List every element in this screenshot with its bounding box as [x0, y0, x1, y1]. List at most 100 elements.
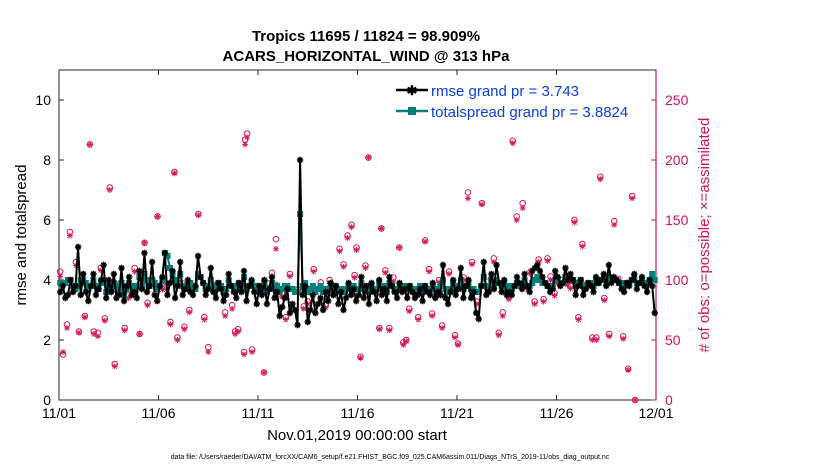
- obs-assimilated-marker: [473, 301, 480, 307]
- obs-assimilated-marker: [439, 325, 446, 331]
- rmse-point: [301, 282, 309, 290]
- rmse-point: [646, 276, 653, 284]
- rmse-point: [620, 288, 628, 296]
- obs-assimilated-marker: [205, 349, 212, 355]
- y-right-tick-label: 100: [665, 272, 689, 288]
- obs-assimilated-marker: [244, 134, 251, 141]
- rmse-point: [353, 297, 360, 305]
- rmse-point: [161, 249, 169, 257]
- rmse-point: [281, 294, 288, 302]
- rmse-point: [442, 294, 449, 302]
- obs-assimilated-marker: [181, 326, 188, 333]
- rmse-point: [569, 276, 577, 284]
- totalspread-point: [113, 283, 120, 289]
- rmse-point: [312, 309, 319, 317]
- legend: ✱ rmse grand pr = 3.743 totalspread gran…: [396, 83, 628, 121]
- rmse-point: [455, 285, 462, 293]
- rmse-point: [294, 321, 301, 329]
- rmse-point: [580, 291, 587, 299]
- obs-assimilated-marker: [531, 301, 538, 307]
- rmse-point: [427, 291, 434, 299]
- rmse-point: [120, 297, 128, 305]
- rmse-point: [406, 282, 414, 290]
- obs-assimilated-marker: [490, 259, 497, 265]
- obs-assimilated-marker: [167, 321, 174, 328]
- rmse-point: [192, 282, 199, 290]
- obs-assimilated-marker: [304, 301, 311, 307]
- rmse-point: [383, 297, 391, 305]
- totalspread-point: [651, 277, 658, 283]
- rmse-point: [245, 282, 253, 290]
- obs-assimilated-marker: [406, 308, 413, 315]
- legend-totalspread-marker: [408, 107, 416, 115]
- obs-assimilated-marker: [513, 217, 520, 223]
- rmse-point: [151, 291, 158, 299]
- rmse-point: [478, 282, 485, 290]
- rmse-point: [470, 288, 477, 296]
- rmse-point: [215, 279, 222, 287]
- rmse-point: [273, 288, 281, 296]
- obs-assimilated-marker: [620, 335, 627, 342]
- rmse-point: [133, 294, 141, 302]
- totalspread-point: [207, 277, 214, 283]
- rmse-point: [199, 279, 207, 287]
- rmse-point: [595, 279, 602, 287]
- obs-assimilated-marker: [344, 235, 351, 241]
- rmse-point: [212, 294, 220, 302]
- obs-assimilated-marker: [235, 328, 242, 335]
- obs-assimilated-marker: [403, 338, 410, 345]
- obs-assimilated-marker: [351, 274, 358, 281]
- rmse-point: [416, 285, 424, 293]
- totalspread-point: [233, 286, 240, 292]
- rmse-point: [118, 264, 125, 272]
- rmse-point: [256, 282, 263, 290]
- y-axis-label: rmse and totalspread: [13, 165, 30, 306]
- rmse-point: [335, 300, 342, 308]
- y-right-tick-label: 0: [665, 392, 673, 408]
- totalspread-point: [274, 283, 281, 289]
- totalspread-point: [251, 283, 258, 289]
- obs-assimilated-marker: [322, 304, 329, 311]
- rmse-point: [523, 282, 531, 290]
- obs-assimilated-marker: [131, 268, 138, 275]
- rmse-point: [615, 279, 623, 287]
- rmse-point: [401, 285, 408, 293]
- rmse-point: [511, 282, 518, 290]
- totalspread-point: [475, 289, 482, 295]
- rmse-point: [488, 270, 495, 278]
- obs-assimilated-marker: [396, 244, 403, 251]
- rmse-point: [235, 279, 243, 287]
- rmse-point: [600, 270, 607, 278]
- obs-assimilated-marker: [535, 259, 542, 265]
- obs-assimilated-marker: [593, 337, 600, 343]
- rmse-point: [574, 282, 582, 290]
- rmse-point: [623, 279, 630, 287]
- obs-assimilated-marker: [629, 195, 636, 202]
- obs-assimilated-marker: [429, 313, 436, 319]
- obs-assimilated-marker: [426, 268, 433, 275]
- rmse-point: [296, 156, 304, 164]
- rmse-point: [618, 285, 625, 293]
- rmse-point: [128, 291, 135, 299]
- rmse-point: [370, 288, 378, 296]
- rmse-point: [299, 291, 306, 299]
- totalspread-point: [317, 283, 324, 289]
- rmse-point: [314, 300, 322, 308]
- totalspread-point: [82, 280, 89, 286]
- rmse-point: [87, 282, 95, 290]
- obs-assimilated-marker: [86, 141, 93, 148]
- rmse-point: [605, 261, 613, 269]
- x-tick-label: 11/16: [341, 405, 375, 421]
- x-axis: 11/01 11/06 11/11 11/16 11/21 11/26 12/01: [42, 70, 674, 421]
- rmse-point: [462, 282, 470, 290]
- rmse-point: [513, 273, 521, 281]
- rmse-point: [233, 294, 240, 302]
- obs-assimilated-marker: [378, 225, 385, 232]
- rmse-point: [641, 282, 648, 290]
- totalspread-point: [118, 280, 125, 286]
- rmse-point: [284, 285, 291, 293]
- rmse-point: [143, 288, 151, 296]
- obs-assimilated-marker: [336, 248, 343, 255]
- obs-assimilated-marker: [589, 337, 596, 343]
- rmse-point: [549, 285, 556, 293]
